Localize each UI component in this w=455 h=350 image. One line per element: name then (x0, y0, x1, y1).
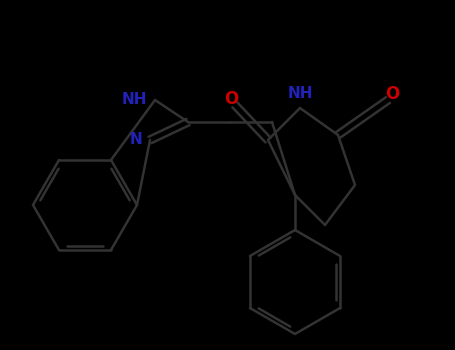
Text: O: O (385, 85, 399, 103)
Text: NH: NH (121, 92, 147, 107)
Text: N: N (129, 133, 142, 147)
Text: NH: NH (287, 86, 313, 102)
Text: O: O (224, 90, 238, 108)
